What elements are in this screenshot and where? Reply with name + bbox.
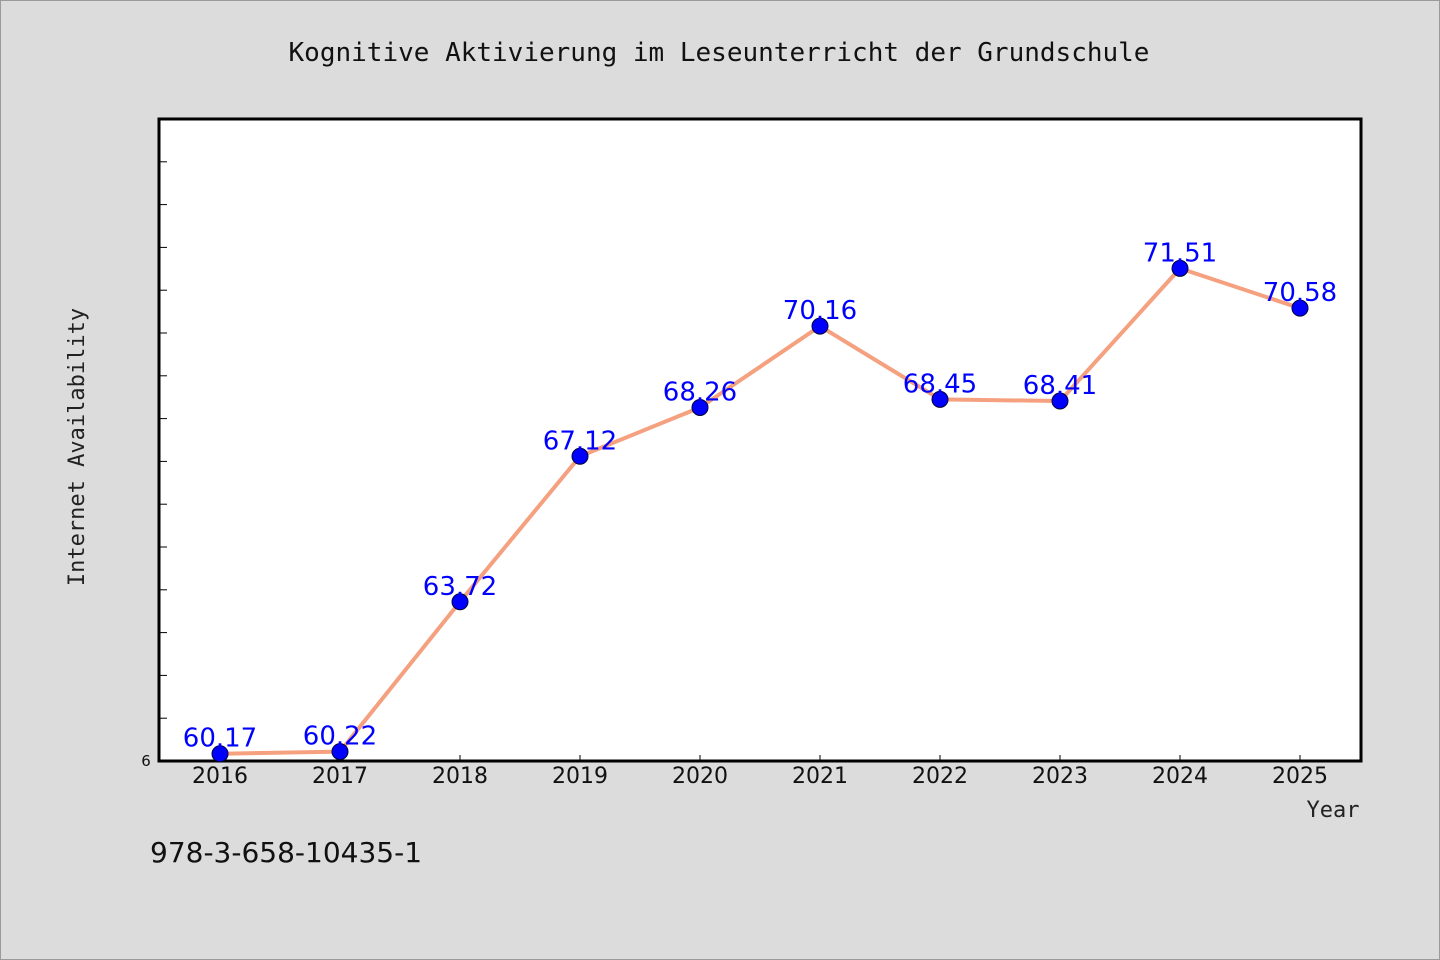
data-point [1051,392,1069,410]
x-tick-label: 2021 [792,764,848,789]
data-point [691,398,709,416]
data-markers [211,259,1309,763]
y-axis-label: Internet Availability [65,308,90,586]
data-labels: 60.17 60.22 63.72 67.12 68.26 70.16 68.45 68.41… [183,238,1337,753]
data-point [811,317,829,335]
y-axis-ticks [159,161,167,762]
x-axis-ticks: 2016 2017 2018 2019 2020 2021 2022 2023 2024 2025 [192,755,1328,789]
data-point [1171,259,1189,277]
data-point [571,447,589,465]
data-point [211,745,229,763]
x-tick-label: 2023 [1032,764,1088,789]
data-point [1291,299,1309,317]
data-label: 68.41 [1023,371,1097,401]
data-point [451,593,469,611]
plot-area [157,117,1363,763]
data-label: 68.26 [663,377,737,407]
x-tick-label: 2020 [672,764,728,789]
data-point [931,390,949,408]
data-label: 67.12 [543,426,617,456]
x-tick-label: 2018 [432,764,488,789]
x-tick-label: 2017 [312,764,368,789]
x-tick-label: 2024 [1152,764,1208,789]
x-tick-label: 2019 [552,764,608,789]
data-label: 71.51 [1143,238,1217,268]
data-point [331,743,349,761]
data-label: 70.58 [1263,278,1337,308]
x-tick-label: 2022 [912,764,968,789]
data-label: 63.72 [423,572,497,602]
series-line [219,266,1301,756]
x-tick-label: 2025 [1272,764,1328,789]
isbn-footer: 978-3-658-10435-1 [150,836,422,869]
data-label: 68.45 [903,369,977,399]
data-label: 60.17 [183,724,257,754]
data-label: 70.16 [783,296,857,326]
x-tick-label: 2016 [192,764,248,789]
y-tick-label: 6 [141,752,151,770]
x-axis-label: Year [1307,798,1360,823]
chart-title: Kognitive Aktivierung im Leseunterricht … [289,38,1150,68]
data-label: 60.22 [303,722,377,752]
